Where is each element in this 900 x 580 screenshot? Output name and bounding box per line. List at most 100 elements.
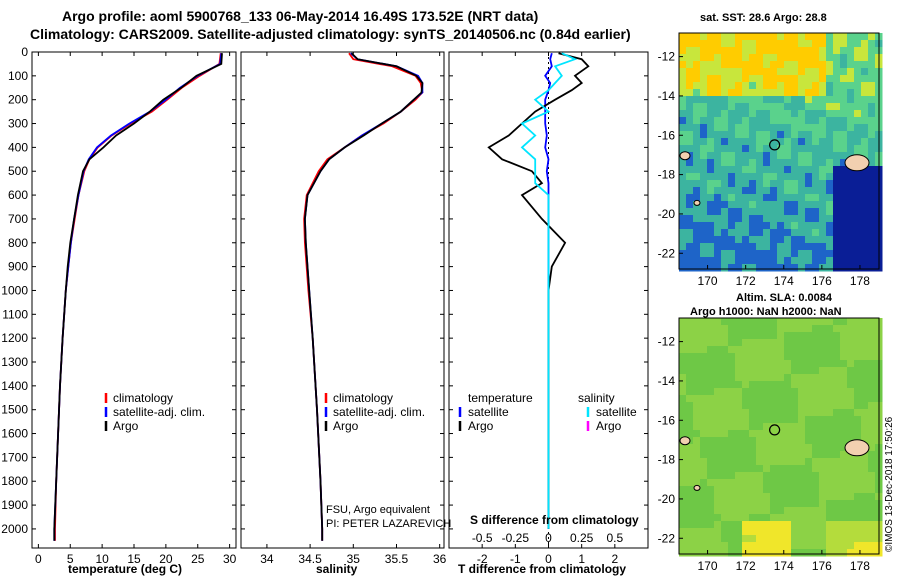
map-cell <box>749 444 757 452</box>
map-cell <box>742 465 750 473</box>
map-cell <box>707 40 715 48</box>
map-cell <box>798 402 806 410</box>
map-cell <box>777 131 785 139</box>
map-cell <box>756 339 764 347</box>
map-cell <box>798 236 806 244</box>
map-cell <box>679 409 687 417</box>
map-cell <box>770 416 778 424</box>
map-cell <box>770 152 778 160</box>
map-cell <box>833 208 841 216</box>
map-cell <box>777 173 785 181</box>
map-cell <box>742 96 750 104</box>
map-cell <box>812 145 820 153</box>
map-cell <box>700 437 708 445</box>
map-cell <box>798 339 806 347</box>
map-cell <box>714 82 722 90</box>
map-cell <box>700 75 708 83</box>
map-cell <box>847 201 855 209</box>
figure-title-line1: Argo profile: aoml 5900768_133 06-May-20… <box>62 8 539 24</box>
map-cell <box>700 360 708 368</box>
map-cell <box>812 388 820 396</box>
map-cell <box>854 68 862 76</box>
map-cell <box>693 409 701 417</box>
map-cell <box>819 493 827 501</box>
map-cell <box>847 507 855 515</box>
map-cell <box>728 514 736 522</box>
map-cell <box>700 381 708 389</box>
map-cell <box>693 388 701 396</box>
map-cell <box>868 395 876 403</box>
map-cell <box>784 173 792 181</box>
map-cell <box>791 264 799 272</box>
map-cell <box>756 353 764 361</box>
map-cell <box>735 402 743 410</box>
map-cell <box>805 409 813 417</box>
map-cell <box>784 325 792 333</box>
map-cell <box>819 458 827 466</box>
map-cell <box>763 257 771 265</box>
map-cell <box>798 353 806 361</box>
map-cell <box>707 479 715 487</box>
map-cell <box>735 458 743 466</box>
map-cell <box>833 535 841 543</box>
map-cell <box>854 187 862 195</box>
map-cell <box>819 479 827 487</box>
map-cell <box>770 472 778 480</box>
map-cell <box>840 257 848 265</box>
map-cell <box>763 54 771 62</box>
map-cell <box>707 89 715 97</box>
map-cell <box>847 318 855 326</box>
map-cell <box>798 82 806 90</box>
map-cell <box>840 444 848 452</box>
map-cell <box>868 500 876 508</box>
map-cell <box>861 82 869 90</box>
map-cell <box>833 381 841 389</box>
map-cell <box>721 82 729 90</box>
map-cell <box>861 138 869 146</box>
map-cell <box>686 131 694 139</box>
map-cell <box>735 96 743 104</box>
map-cell <box>749 138 757 146</box>
map-cell <box>784 89 792 97</box>
map-cell <box>693 33 701 41</box>
map-cell <box>749 117 757 125</box>
map-cell <box>756 549 764 557</box>
map-cell <box>721 325 729 333</box>
map-cell <box>805 542 813 550</box>
map-cell <box>798 542 806 550</box>
map-cell <box>700 500 708 508</box>
map-cell <box>784 360 792 368</box>
x-tick-label: 20 <box>159 552 173 566</box>
map-cell <box>707 68 715 76</box>
map-cell <box>679 208 687 216</box>
map-cell <box>847 54 855 62</box>
map-cell <box>770 180 778 188</box>
map-cell <box>742 243 750 251</box>
map-cell <box>791 215 799 223</box>
map-cell <box>693 257 701 265</box>
map-cell <box>679 542 687 550</box>
map-cell <box>721 47 729 55</box>
map-cell <box>798 215 806 223</box>
map-cell <box>763 96 771 104</box>
map-cell <box>812 117 820 125</box>
map-cell <box>686 381 694 389</box>
map-cell <box>868 201 876 209</box>
map-cell <box>714 194 722 202</box>
map-cell <box>798 493 806 501</box>
map-cell <box>721 451 729 459</box>
map-cell <box>763 332 771 340</box>
map-cell <box>679 416 687 424</box>
map-cell <box>770 500 778 508</box>
map-cell <box>721 222 729 230</box>
map-cell <box>742 500 750 508</box>
map-cell <box>686 54 694 62</box>
map-cell <box>826 250 834 258</box>
map-cell <box>777 430 785 438</box>
map-cell <box>735 201 743 209</box>
map-cell <box>756 542 764 550</box>
map-cell <box>847 180 855 188</box>
map-cell <box>868 409 876 417</box>
map-cell <box>686 117 694 125</box>
map-cell <box>770 465 778 473</box>
